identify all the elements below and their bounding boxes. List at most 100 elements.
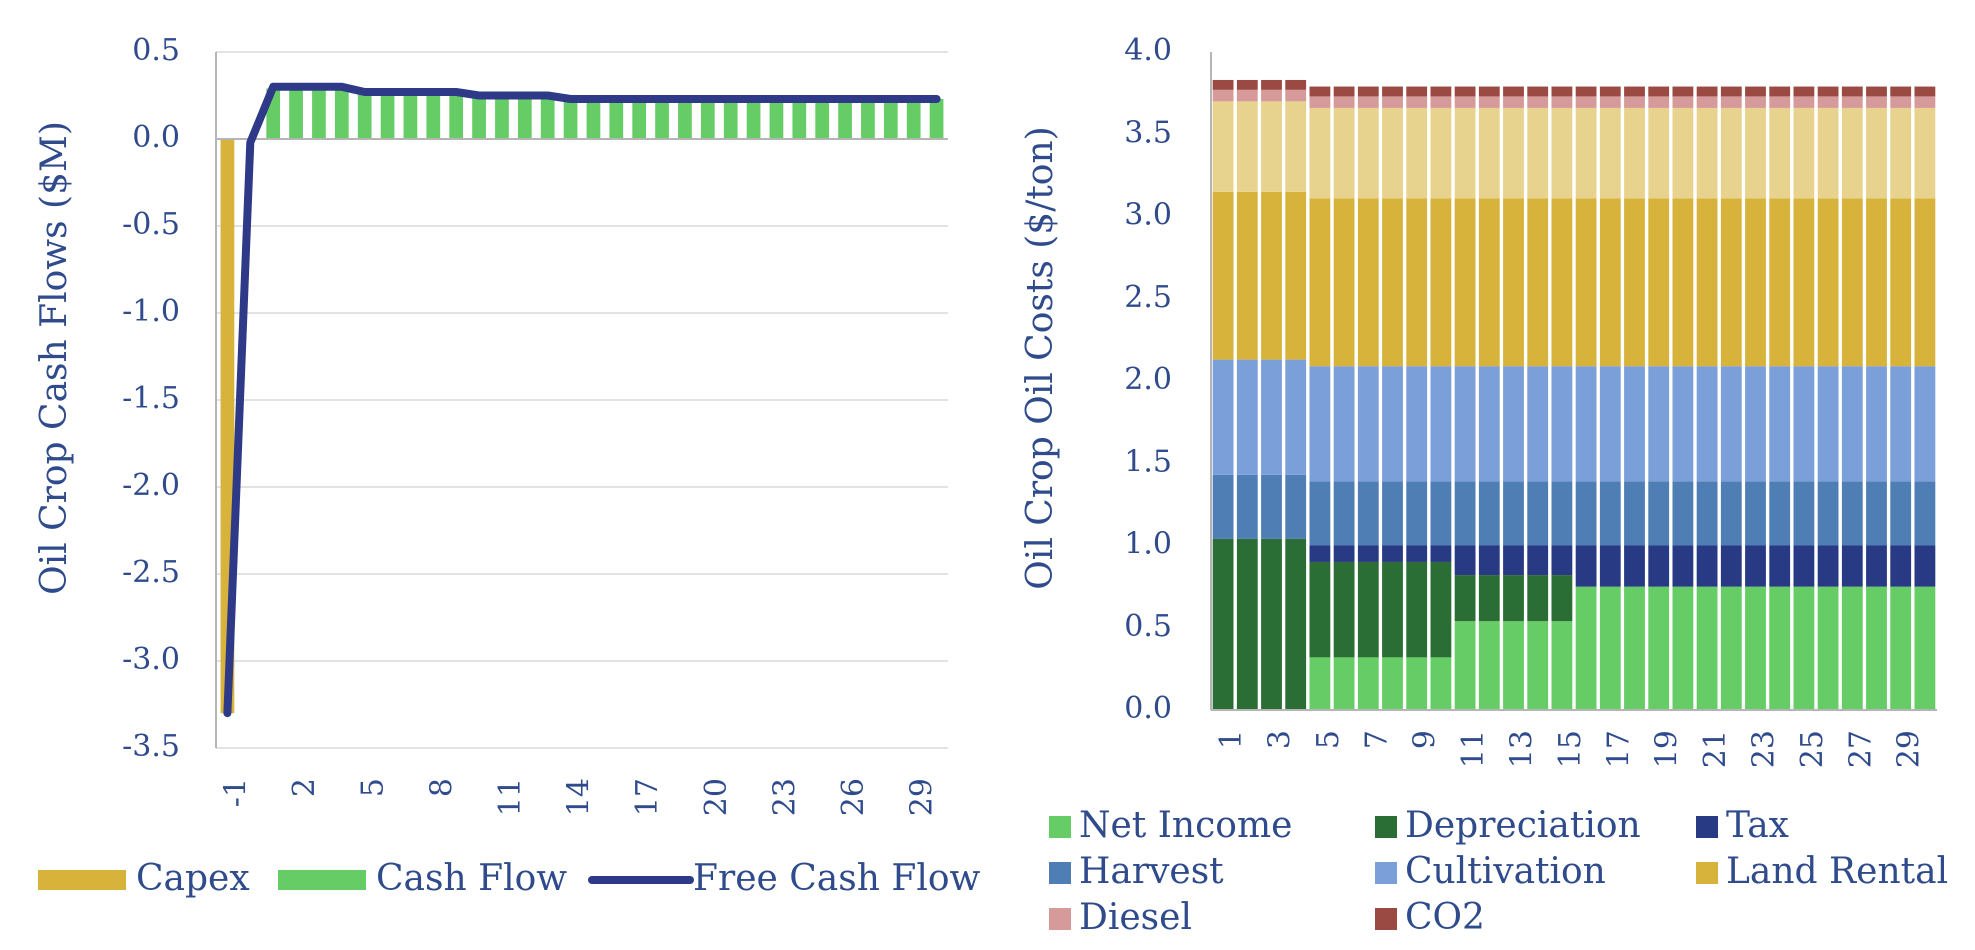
legend-label: Net Income xyxy=(1079,805,1292,846)
cost-bar-segment xyxy=(1309,107,1331,199)
cost-bar-segment xyxy=(1793,198,1815,367)
cost-bar-segment xyxy=(1430,86,1452,97)
cost-bar-segment xyxy=(1285,79,1307,90)
left-x-tick-label: 14 xyxy=(562,778,597,816)
cost-bar-segment xyxy=(1672,107,1694,199)
cost-bar-segment xyxy=(1357,657,1379,710)
cost-bar-segment xyxy=(1769,198,1791,367)
cost-bar-segment xyxy=(1841,107,1863,199)
cost-bar-segment xyxy=(1575,86,1597,97)
cost-bar-segment xyxy=(1285,538,1307,710)
cost-bar-segment xyxy=(1333,198,1355,367)
cost-bar-segment xyxy=(1817,198,1839,367)
cash-flow-bar xyxy=(723,98,738,139)
cash-flow-bar xyxy=(357,92,372,139)
cost-bar-segment xyxy=(1648,198,1670,367)
cost-bar-segment xyxy=(1696,198,1718,367)
cost-bar-segment xyxy=(1745,198,1766,367)
cost-bar-segment xyxy=(1212,538,1234,710)
cost-bar-segment xyxy=(1527,366,1549,482)
cost-bar-segment xyxy=(1503,107,1524,199)
cost-bar-segment xyxy=(1503,86,1524,97)
cost-bar-segment xyxy=(1769,545,1791,587)
cost-bar-segment xyxy=(1261,101,1282,192)
cost-bar-segment xyxy=(1841,586,1863,710)
cost-bar-segment xyxy=(1817,86,1839,97)
left-y-tick-label: -3.5 xyxy=(122,729,180,764)
cost-bar-segment xyxy=(1914,366,1936,482)
right-stacked-bars xyxy=(1212,79,1936,710)
cost-bar-segment xyxy=(1382,657,1403,710)
cost-bar-segment xyxy=(1648,481,1670,546)
right-x-tick-label: 5 xyxy=(1311,730,1346,749)
left-y-axis-label: Oil Crop Cash Flows ($M) xyxy=(34,121,75,595)
cost-bar-segment xyxy=(1454,198,1476,367)
cost-bar-segment xyxy=(1624,198,1645,367)
cost-bar-segment xyxy=(1309,96,1331,108)
cost-bar-segment xyxy=(1745,86,1766,97)
cost-bar-segment xyxy=(1817,545,1839,587)
cost-bar-segment xyxy=(1817,366,1839,482)
cost-bar-segment xyxy=(1236,359,1258,475)
cost-bar-segment xyxy=(1309,561,1331,658)
cost-bar-segment xyxy=(1430,481,1452,546)
cost-bar-segment xyxy=(1406,96,1428,108)
cost-bar-segment xyxy=(1406,657,1428,710)
cost-bar-segment xyxy=(1333,366,1355,482)
cost-bar-segment xyxy=(1696,96,1718,108)
left-y-tick-label: -1.5 xyxy=(122,381,180,416)
right-x-tick-label: 1 xyxy=(1214,730,1249,749)
cost-bar-segment xyxy=(1454,366,1476,482)
cost-bar-segment xyxy=(1648,96,1670,108)
cash-flow-bar xyxy=(678,98,692,139)
cost-bar-segment xyxy=(1406,86,1428,97)
right-x-tick-label: 17 xyxy=(1601,730,1636,768)
left-x-tick-label: 23 xyxy=(767,778,802,816)
cost-bar-segment xyxy=(1406,366,1428,482)
cost-bar-segment xyxy=(1454,96,1476,108)
right-x-tick-label: 19 xyxy=(1650,730,1685,768)
cost-bar-segment xyxy=(1599,545,1621,587)
cost-bar-segment xyxy=(1599,107,1621,199)
cost-bar-segment xyxy=(1285,359,1307,475)
cost-bar-segment xyxy=(1769,586,1791,710)
cost-bar-segment xyxy=(1503,575,1524,622)
cost-bar-segment xyxy=(1478,481,1500,546)
free-cash-flow-line-group xyxy=(223,82,941,718)
cost-bar-segment xyxy=(1430,96,1452,108)
cost-bar-segment xyxy=(1551,481,1573,546)
legend-label: Harvest xyxy=(1079,851,1224,892)
cost-bar-segment xyxy=(1841,481,1863,546)
cash-flow-bar xyxy=(540,95,555,139)
cost-bar-segment xyxy=(1575,198,1597,367)
cost-bar-segment xyxy=(1454,621,1476,710)
left-y-tick-label: -3.0 xyxy=(122,642,180,677)
cash-flow-bar xyxy=(655,98,669,139)
cost-bar-segment xyxy=(1478,575,1500,622)
cost-bar-segment xyxy=(1430,198,1452,367)
cost-bar-segment xyxy=(1478,96,1500,108)
cost-bar-segment xyxy=(1212,191,1234,360)
cost-bar-segment xyxy=(1841,96,1863,108)
cash-flow-bar xyxy=(586,98,601,139)
left-y-tick-label: -2.5 xyxy=(122,555,180,590)
legend-swatch xyxy=(1696,816,1718,838)
legend-label: Depreciation xyxy=(1405,805,1641,846)
cost-bar-segment xyxy=(1575,107,1597,199)
cost-bar-segment xyxy=(1696,86,1718,97)
right-y-tick-label: 3.0 xyxy=(1124,198,1172,233)
legend-swatch xyxy=(278,870,366,890)
cost-bar-segment xyxy=(1745,107,1766,199)
cash-flow-bar xyxy=(861,98,875,139)
cost-bar-segment xyxy=(1648,545,1670,587)
cost-bar-segment xyxy=(1866,198,1887,367)
cost-bar-segment xyxy=(1261,538,1282,710)
cost-bar-segment xyxy=(1648,586,1670,710)
cost-bar-segment xyxy=(1430,657,1452,710)
legend-swatch xyxy=(1049,908,1071,930)
cost-bar-segment xyxy=(1817,96,1839,108)
right-x-tick-label: 21 xyxy=(1698,730,1733,768)
right-axes xyxy=(1210,52,1937,711)
cost-bar-segment xyxy=(1478,545,1500,576)
cost-bar-segment xyxy=(1914,86,1936,97)
